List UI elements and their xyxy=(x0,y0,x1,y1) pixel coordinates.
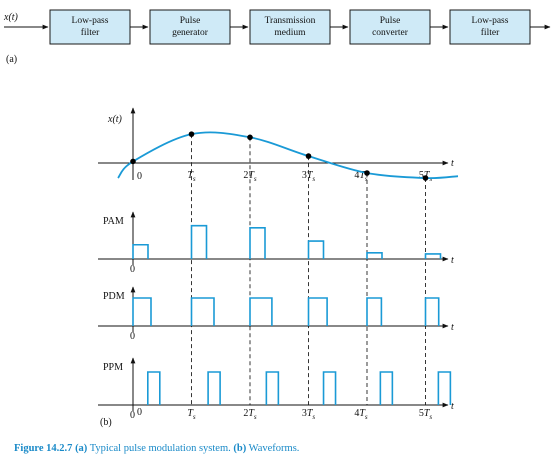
pam-pulse xyxy=(190,224,208,259)
sample-point xyxy=(305,153,312,159)
signal-tick-label: 4Ts xyxy=(354,170,368,183)
caption-part-a-text: Typical pulse modulation system. xyxy=(87,443,233,454)
ppm-pulse xyxy=(265,371,280,405)
bottom-tick-label: 2Ts xyxy=(243,408,257,421)
pdm-pulse xyxy=(366,297,383,326)
lowpass-filter-2-block xyxy=(449,9,531,45)
caption-figure-number: Figure 14.2.7 xyxy=(14,443,72,454)
pam-label: PAM xyxy=(103,216,124,227)
signal-origin-label: 0 xyxy=(137,171,142,182)
pdm-pulse xyxy=(424,297,440,326)
block-5-line2: filter xyxy=(481,27,500,38)
part-b-label: (b) xyxy=(100,417,112,428)
sample-point xyxy=(247,134,253,141)
bottom-tick-label: 3Ts xyxy=(302,408,316,421)
pulse-generator-block xyxy=(149,9,231,45)
block-4-line2: converter xyxy=(372,28,409,38)
pam-pulse xyxy=(249,227,266,259)
block-diagram: x(t) Low-pass filter Pulse generator Tra… xyxy=(3,9,551,65)
block-2-line1: Pulse xyxy=(180,16,201,26)
pam-t-label: t xyxy=(451,255,454,266)
block-1-line2: filter xyxy=(81,27,100,38)
ppm-zero-label: 0 xyxy=(130,410,135,421)
pdm-t-label: t xyxy=(451,322,454,333)
ppm-pulse xyxy=(147,371,161,405)
bottom-tick-label: Ts xyxy=(187,408,196,421)
sample-point xyxy=(130,158,136,165)
bottom-tick-label: 4Ts xyxy=(354,408,368,421)
ppm-pulse xyxy=(207,371,221,405)
ppm-t-label: t xyxy=(451,401,454,412)
pam-pulse xyxy=(424,253,442,259)
block-5-line1: Low-pass xyxy=(472,16,509,26)
signal-tick-label: Ts xyxy=(187,170,196,183)
ppm-label: PPM xyxy=(103,362,123,373)
block-1-line1: Low-pass xyxy=(72,16,109,26)
pam-pulse xyxy=(132,243,149,259)
caption-part-a-tag: (a) xyxy=(75,443,88,454)
caption-part-b-text: Waveforms. xyxy=(246,443,299,454)
figure-caption: Figure 14.2.7 (a) Typical pulse modulati… xyxy=(14,443,299,454)
ppm-pulse xyxy=(379,371,394,405)
bottom-tick-label: 5Ts xyxy=(419,408,433,421)
pam-pulse xyxy=(366,252,383,259)
sample-point xyxy=(188,131,195,137)
pdm-pulse xyxy=(307,297,328,326)
pdm-pulse xyxy=(190,297,215,326)
sample-point xyxy=(364,170,370,176)
transmission-medium-block xyxy=(249,9,331,45)
signal-axis-label: x(t) xyxy=(107,114,123,125)
block-3-line1: Transmission xyxy=(265,16,316,26)
block-2-line2: generator xyxy=(172,28,209,38)
signal-tick-label: 2Ts xyxy=(243,170,257,183)
pdm-zero-label: 0 xyxy=(130,331,135,342)
waveforms-panel: x(t) t 0 Ts 2Ts 3Ts 4Ts 5Ts PAM 0 t PDM 0 t PPM 0 t 0 Ts 2T… xyxy=(98,107,459,428)
pdm-pulse xyxy=(249,297,273,326)
input-signal-label: x(t) xyxy=(3,12,19,23)
pdm-pulse xyxy=(132,297,152,326)
ppm-origin-label: 0 xyxy=(137,407,142,418)
part-a-label: (a) xyxy=(6,54,17,65)
pam-zero-label: 0 xyxy=(130,264,135,275)
pdm-label: PDM xyxy=(103,291,125,302)
signal-curve xyxy=(117,131,459,180)
caption-part-b-tag: (b) xyxy=(233,443,246,454)
block-4-line1: Pulse xyxy=(380,16,401,26)
ppm-pulse xyxy=(437,371,452,405)
pulse-converter-block xyxy=(349,9,431,45)
block-3-line2: medium xyxy=(274,28,306,38)
signal-tick-label: 3Ts xyxy=(302,170,316,183)
ppm-pulse xyxy=(322,371,337,405)
pam-pulse xyxy=(307,240,325,259)
sample-point xyxy=(422,175,429,181)
signal-t-label: t xyxy=(451,158,454,169)
